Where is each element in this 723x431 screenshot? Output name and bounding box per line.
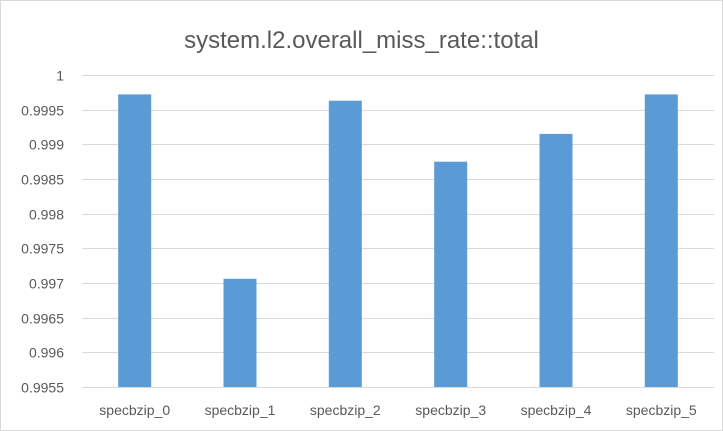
x-tick-label: specbzip_2 (310, 402, 381, 418)
bar-specbzip_1 (223, 278, 257, 387)
y-tick-label: 0.9965 (21, 311, 64, 327)
x-tick-label: specbzip_4 (521, 402, 592, 418)
bar-specbzip_0 (118, 94, 152, 388)
y-tick-label: 0.9975 (21, 241, 64, 257)
bar-specbzip_3 (434, 161, 468, 387)
y-tick-label: 0.997 (29, 276, 64, 292)
y-tick-label: 0.9955 (21, 380, 64, 396)
x-tick-label: specbzip_5 (626, 402, 697, 418)
chart-title: system.l2.overall_miss_rate::total (184, 27, 539, 54)
y-tick-label: 0.9985 (21, 172, 64, 188)
bar-specbzip_5 (644, 94, 678, 388)
x-tick-label: specbzip_3 (415, 402, 486, 418)
bar-specbzip_4 (539, 133, 573, 387)
x-axis-ticks: specbzip_0 specbzip_1 specbzip_2 specbzip_3… (99, 402, 697, 418)
y-tick-label: 0.996 (29, 345, 64, 361)
gridlines (82, 75, 714, 388)
y-tick-label: 0.998 (29, 207, 64, 223)
x-tick-label: specbzip_1 (205, 402, 276, 418)
bars (118, 94, 678, 388)
y-tick-label: 0.999 (29, 137, 64, 153)
x-tick-label: specbzip_0 (99, 402, 170, 418)
y-tick-label: 0.9995 (21, 103, 64, 119)
y-tick-label: 1 (56, 68, 64, 84)
bar-specbzip_2 (328, 100, 362, 387)
y-axis-ticks: 0.9955 0.996 0.9965 0.997 0.9975 0.998 0.9985 0… (21, 68, 64, 396)
